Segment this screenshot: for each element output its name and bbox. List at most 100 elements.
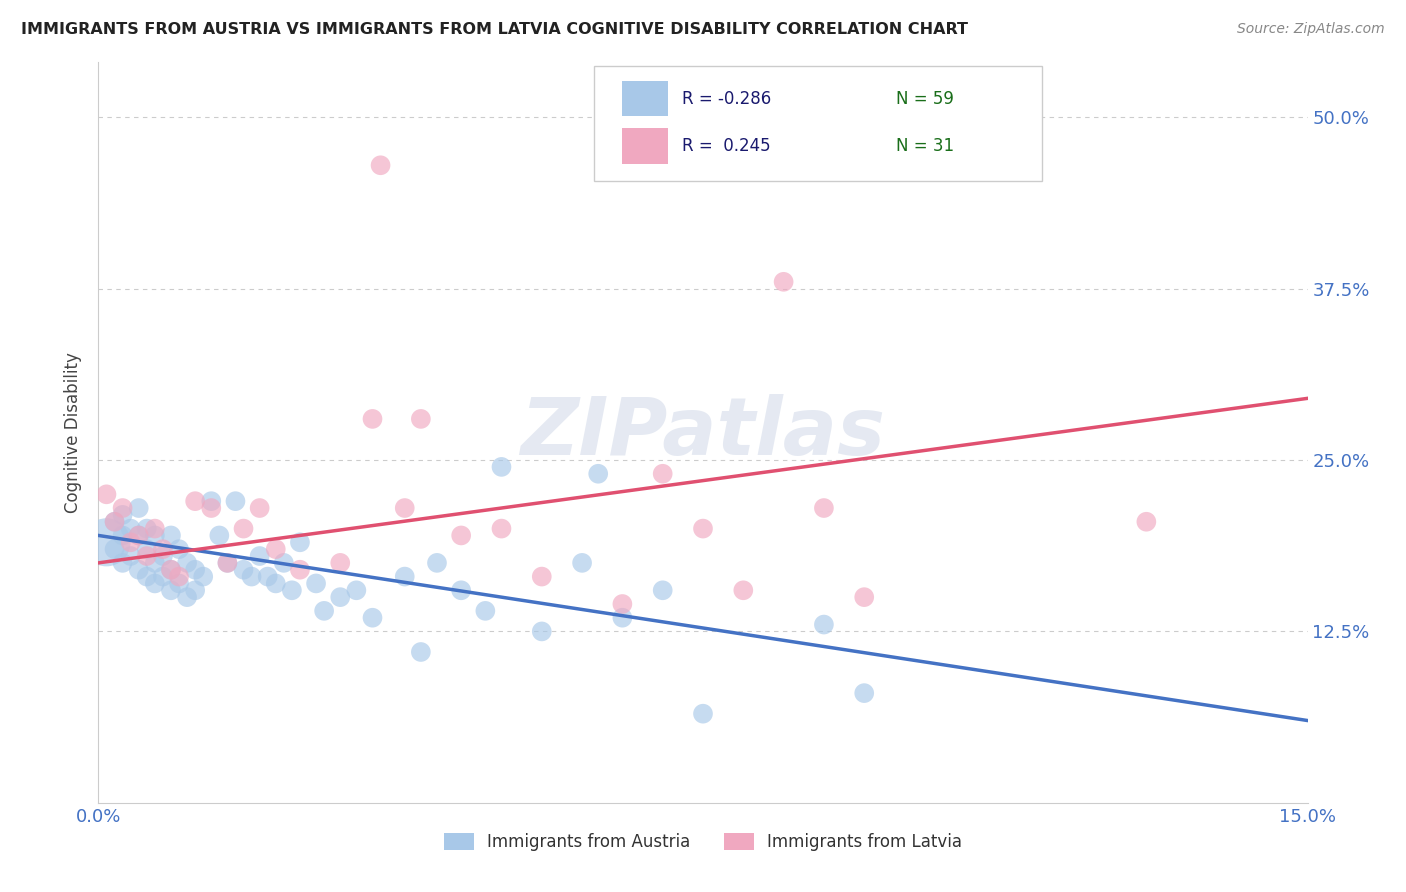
Text: N = 31: N = 31 bbox=[897, 137, 955, 155]
Point bbox=[167, 542, 190, 557]
Point bbox=[143, 522, 166, 536]
Point bbox=[612, 610, 634, 624]
Point bbox=[394, 501, 416, 516]
Point bbox=[409, 645, 432, 659]
Point bbox=[200, 501, 222, 516]
Point bbox=[813, 617, 835, 632]
Point bbox=[853, 686, 876, 700]
Point bbox=[612, 597, 634, 611]
Point bbox=[450, 583, 472, 598]
Point bbox=[128, 528, 150, 542]
Point bbox=[305, 576, 328, 591]
Point bbox=[143, 556, 166, 570]
Point bbox=[426, 556, 449, 570]
Point bbox=[111, 556, 134, 570]
Point bbox=[152, 549, 174, 563]
Point bbox=[394, 569, 416, 583]
Point bbox=[103, 542, 125, 557]
Point bbox=[530, 624, 553, 639]
Point bbox=[128, 563, 150, 577]
Point bbox=[193, 569, 215, 583]
Y-axis label: Cognitive Disability: Cognitive Disability bbox=[65, 352, 83, 513]
Point bbox=[120, 535, 142, 549]
Point bbox=[361, 610, 384, 624]
Point bbox=[692, 522, 714, 536]
Point bbox=[208, 528, 231, 542]
Point bbox=[184, 583, 207, 598]
Point bbox=[167, 569, 190, 583]
Point bbox=[586, 467, 609, 481]
Point bbox=[264, 576, 287, 591]
Point bbox=[167, 576, 190, 591]
Text: Source: ZipAtlas.com: Source: ZipAtlas.com bbox=[1237, 22, 1385, 37]
Point bbox=[361, 412, 384, 426]
Point bbox=[329, 556, 352, 570]
Point bbox=[200, 494, 222, 508]
Point bbox=[176, 556, 198, 570]
Point bbox=[288, 535, 311, 549]
Point bbox=[103, 515, 125, 529]
Text: R = -0.286: R = -0.286 bbox=[682, 90, 772, 108]
Point bbox=[176, 590, 198, 604]
Point bbox=[530, 569, 553, 583]
Point bbox=[772, 275, 794, 289]
Point bbox=[370, 158, 392, 172]
Point bbox=[217, 556, 239, 570]
Point bbox=[160, 563, 183, 577]
Point bbox=[232, 563, 254, 577]
FancyBboxPatch shape bbox=[621, 128, 668, 164]
Point bbox=[853, 590, 876, 604]
Point bbox=[273, 556, 295, 570]
Point bbox=[135, 549, 157, 563]
Point bbox=[813, 501, 835, 516]
Point bbox=[135, 522, 157, 536]
Point bbox=[692, 706, 714, 721]
Point bbox=[491, 459, 513, 474]
Point bbox=[152, 542, 174, 557]
Point bbox=[733, 583, 755, 598]
Point bbox=[491, 522, 513, 536]
Point bbox=[160, 563, 183, 577]
Point bbox=[224, 494, 246, 508]
Point bbox=[111, 501, 134, 516]
Point bbox=[128, 501, 150, 516]
Point bbox=[143, 576, 166, 591]
Point bbox=[571, 556, 593, 570]
Point bbox=[111, 528, 134, 542]
Point bbox=[1135, 515, 1157, 529]
Point bbox=[256, 569, 278, 583]
Point bbox=[450, 528, 472, 542]
Point bbox=[120, 522, 142, 536]
Point bbox=[120, 549, 142, 563]
Point bbox=[249, 501, 271, 516]
Text: ZIPatlas: ZIPatlas bbox=[520, 393, 886, 472]
Point bbox=[264, 542, 287, 557]
Point bbox=[160, 583, 183, 598]
Point bbox=[288, 563, 311, 577]
Text: IMMIGRANTS FROM AUSTRIA VS IMMIGRANTS FROM LATVIA COGNITIVE DISABILITY CORRELATI: IMMIGRANTS FROM AUSTRIA VS IMMIGRANTS FR… bbox=[21, 22, 969, 37]
Point bbox=[111, 508, 134, 522]
Point bbox=[96, 487, 118, 501]
Point bbox=[152, 569, 174, 583]
Point bbox=[240, 569, 263, 583]
Text: R =  0.245: R = 0.245 bbox=[682, 137, 770, 155]
Point bbox=[217, 556, 239, 570]
Point bbox=[409, 412, 432, 426]
Point bbox=[135, 569, 157, 583]
Legend: Immigrants from Austria, Immigrants from Latvia: Immigrants from Austria, Immigrants from… bbox=[437, 826, 969, 857]
Point bbox=[651, 583, 673, 598]
FancyBboxPatch shape bbox=[595, 66, 1042, 181]
Point bbox=[474, 604, 496, 618]
Text: N = 59: N = 59 bbox=[897, 90, 955, 108]
Point bbox=[329, 590, 352, 604]
Point bbox=[314, 604, 336, 618]
FancyBboxPatch shape bbox=[621, 81, 668, 117]
Point bbox=[135, 542, 157, 557]
Point bbox=[651, 467, 673, 481]
Point bbox=[143, 528, 166, 542]
Point bbox=[281, 583, 304, 598]
Point bbox=[96, 535, 118, 549]
Point bbox=[160, 528, 183, 542]
Point bbox=[232, 522, 254, 536]
Point bbox=[249, 549, 271, 563]
